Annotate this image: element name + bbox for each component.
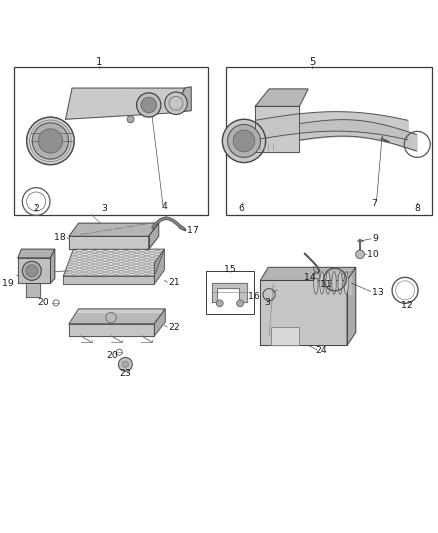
Text: 4: 4: [161, 202, 167, 211]
Ellipse shape: [344, 272, 348, 294]
Text: 12: 12: [401, 301, 413, 310]
Polygon shape: [26, 283, 39, 297]
Circle shape: [165, 92, 187, 115]
Text: 10: 10: [367, 250, 378, 259]
Text: 24: 24: [315, 346, 327, 356]
Circle shape: [127, 116, 134, 123]
Text: 2: 2: [33, 204, 39, 213]
Polygon shape: [347, 268, 356, 345]
Circle shape: [106, 312, 116, 323]
Polygon shape: [64, 276, 154, 284]
Text: 18: 18: [54, 232, 66, 241]
Circle shape: [141, 97, 156, 113]
Text: 17: 17: [187, 227, 198, 236]
Polygon shape: [69, 236, 149, 249]
Circle shape: [26, 265, 38, 277]
Circle shape: [118, 358, 132, 372]
Circle shape: [223, 119, 266, 163]
Text: 3: 3: [102, 204, 107, 213]
Text: 20: 20: [106, 351, 118, 360]
Text: 23: 23: [120, 368, 131, 377]
Bar: [14, 67, 208, 215]
Polygon shape: [69, 223, 159, 236]
Polygon shape: [69, 309, 165, 324]
Circle shape: [137, 93, 161, 117]
Circle shape: [314, 273, 320, 279]
Polygon shape: [149, 223, 159, 249]
Text: 13: 13: [372, 288, 384, 297]
Circle shape: [122, 361, 128, 367]
Polygon shape: [271, 327, 300, 345]
Text: 19: 19: [2, 279, 14, 288]
Polygon shape: [261, 268, 356, 280]
Ellipse shape: [320, 272, 324, 294]
Circle shape: [216, 300, 223, 307]
Polygon shape: [154, 309, 165, 336]
Text: 16: 16: [248, 292, 260, 301]
Text: 1: 1: [96, 57, 102, 67]
Polygon shape: [212, 283, 247, 302]
Polygon shape: [255, 106, 300, 152]
Text: 21: 21: [169, 278, 180, 287]
Polygon shape: [261, 280, 347, 345]
Polygon shape: [66, 88, 185, 119]
Text: 20: 20: [37, 298, 49, 308]
Polygon shape: [18, 249, 55, 258]
Polygon shape: [174, 87, 191, 113]
Text: 11: 11: [320, 280, 332, 289]
Circle shape: [356, 250, 364, 259]
Ellipse shape: [332, 272, 336, 294]
Circle shape: [228, 125, 261, 157]
Circle shape: [32, 123, 69, 159]
Polygon shape: [75, 310, 161, 312]
Text: 5: 5: [309, 57, 316, 67]
Circle shape: [38, 129, 63, 153]
Bar: [206, 271, 254, 314]
Text: 6: 6: [238, 204, 244, 213]
Text: 9: 9: [372, 234, 378, 243]
Ellipse shape: [326, 272, 330, 294]
Text: 15: 15: [224, 264, 236, 273]
Polygon shape: [69, 324, 154, 336]
Polygon shape: [50, 249, 55, 283]
Text: 8: 8: [414, 204, 420, 213]
Text: 22: 22: [169, 324, 180, 333]
Polygon shape: [316, 272, 351, 294]
Text: 7: 7: [371, 199, 377, 208]
Text: 14: 14: [304, 273, 316, 282]
Polygon shape: [64, 249, 164, 276]
Text: 3: 3: [265, 297, 270, 306]
Ellipse shape: [338, 272, 343, 294]
Polygon shape: [255, 89, 308, 106]
Polygon shape: [154, 249, 164, 284]
Circle shape: [22, 261, 41, 280]
Circle shape: [237, 300, 244, 307]
Ellipse shape: [314, 272, 318, 294]
Polygon shape: [18, 258, 50, 283]
Bar: [226, 67, 431, 215]
Circle shape: [27, 117, 74, 165]
Circle shape: [233, 130, 255, 152]
